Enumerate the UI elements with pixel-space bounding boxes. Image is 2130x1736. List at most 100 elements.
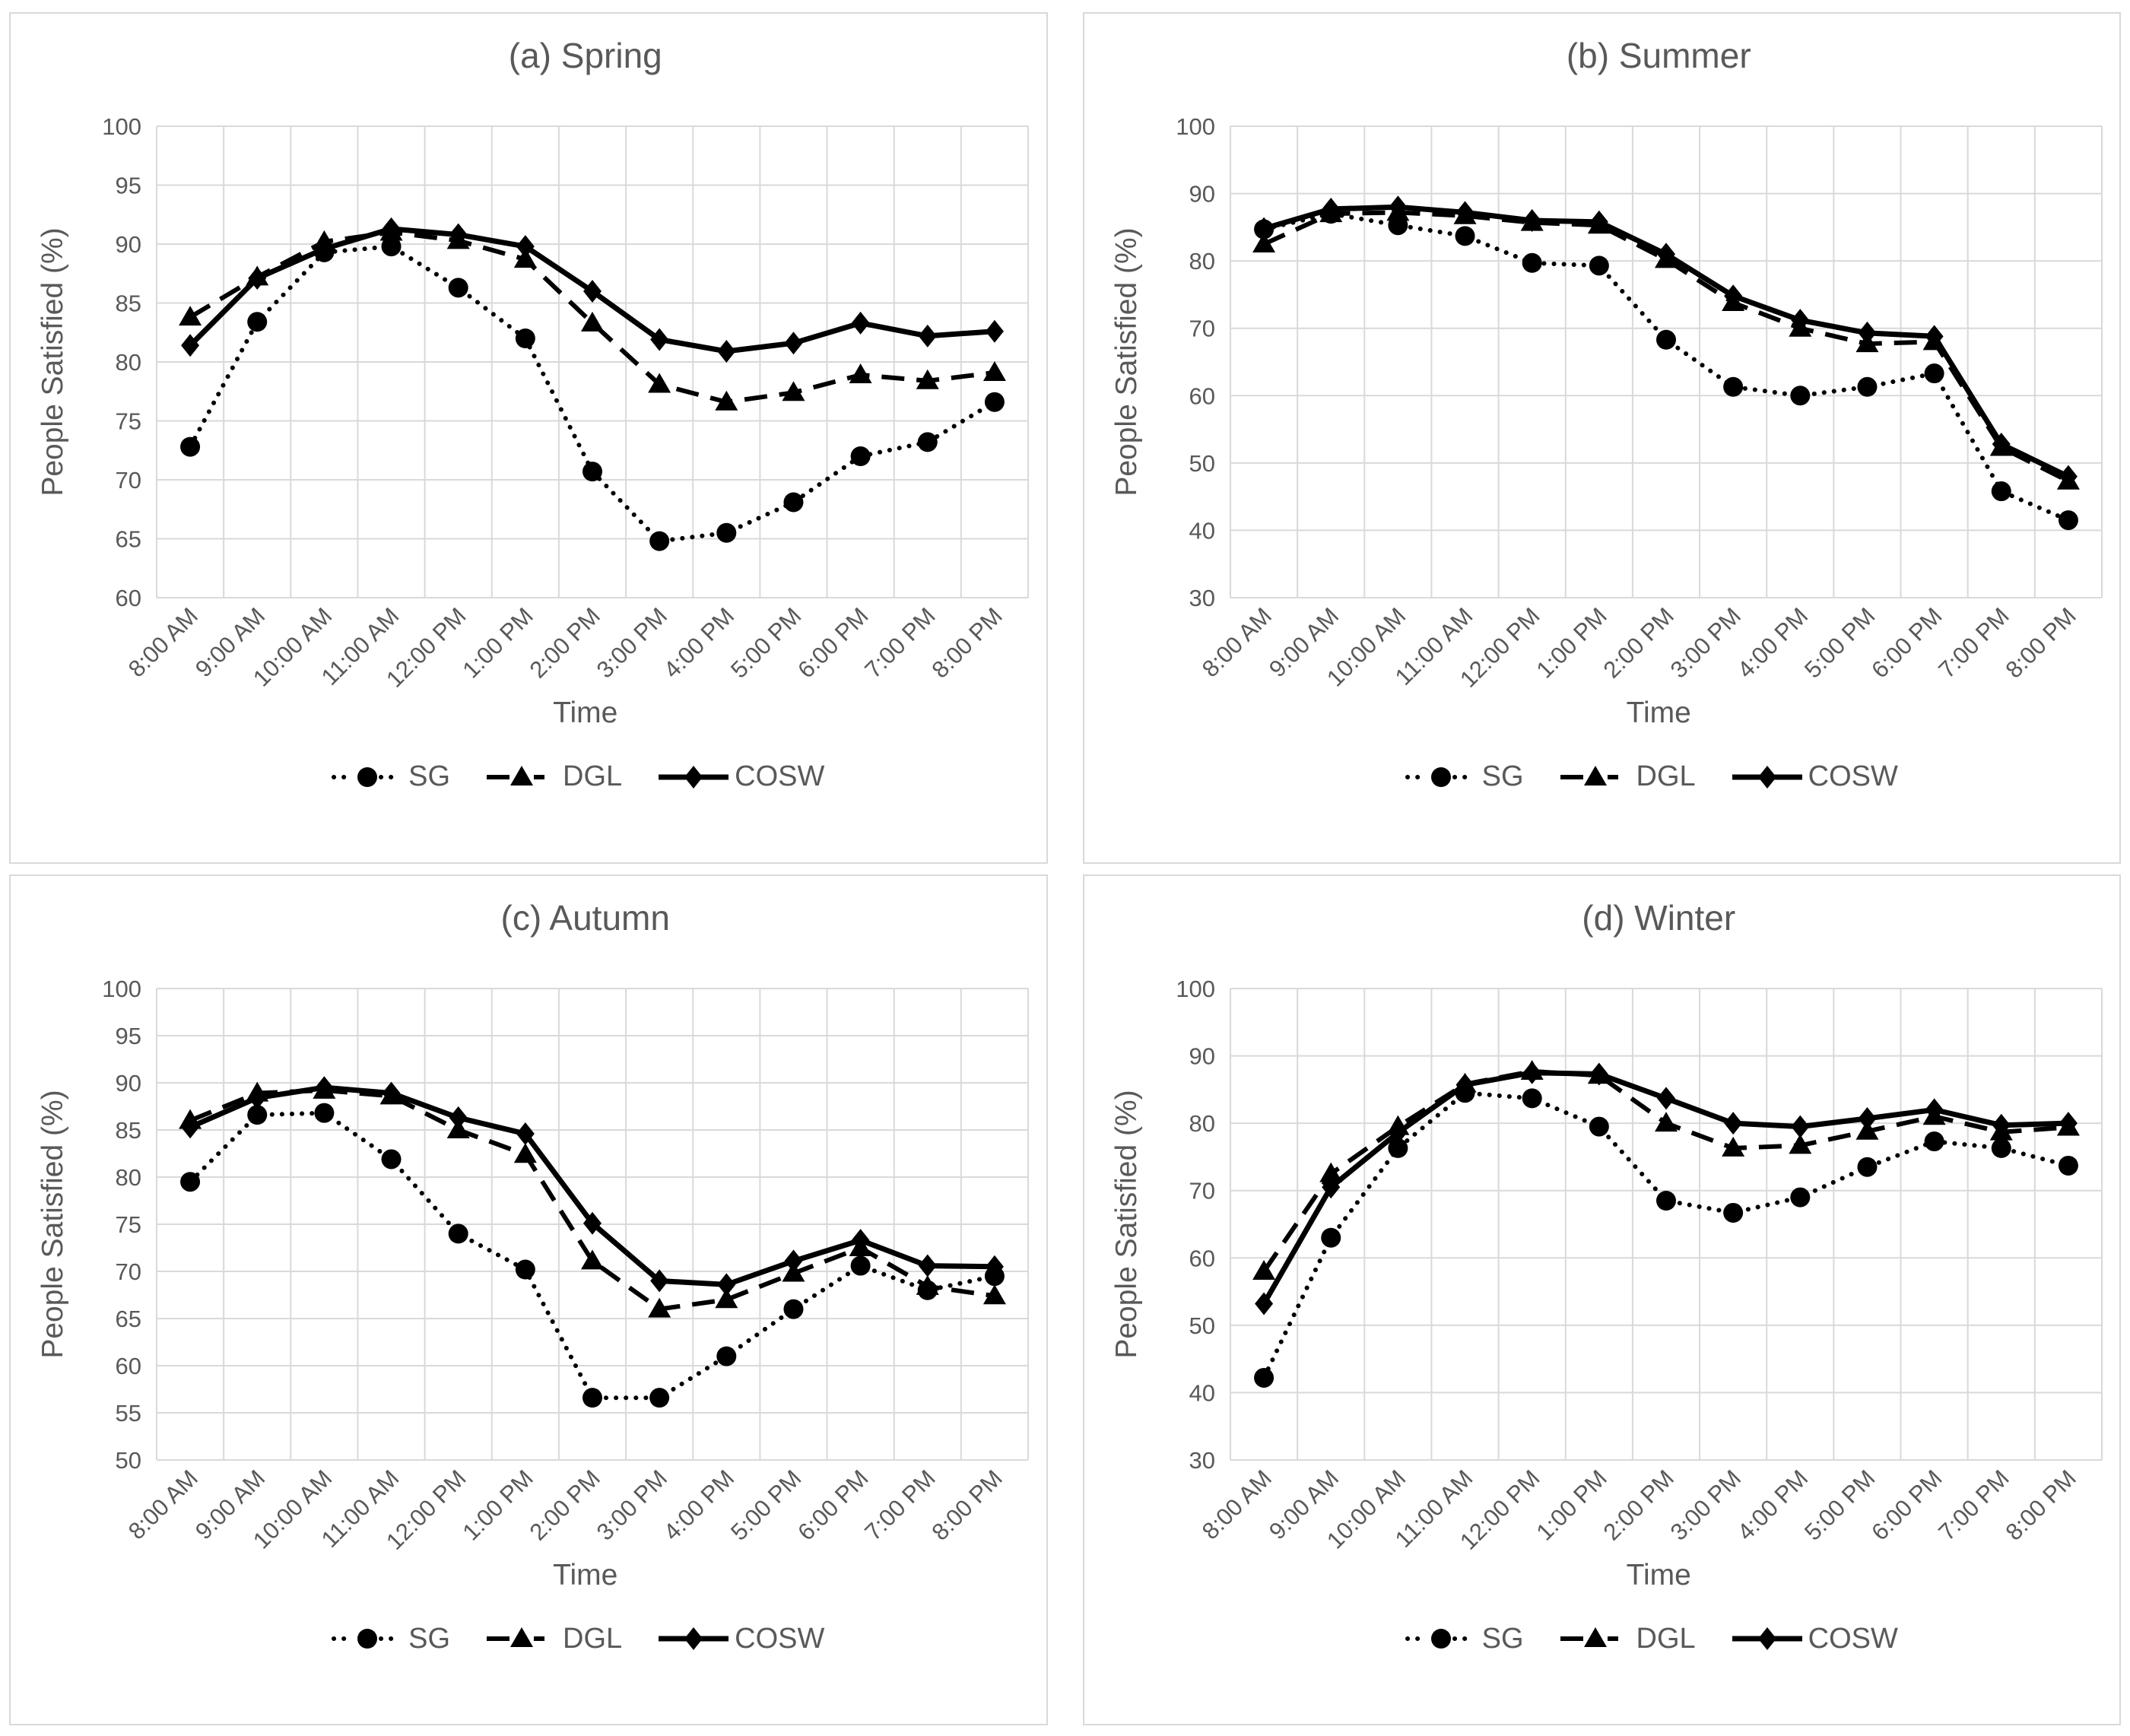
marker-diamond-COSW [1321,197,1340,221]
marker-diamond-COSW [1254,217,1273,240]
y-tick-label: 65 [116,1306,141,1332]
legend-sample-SG [332,1629,404,1649]
legend-item-dgl: DGL [485,760,622,793]
legend-label: COSW [735,1622,825,1655]
marker-circle-SG [1589,255,1609,276]
legend-label: SG [408,1622,451,1655]
x-tick-label: 4:00 PM [1732,1465,1812,1545]
marker-circle-SG [1320,1227,1341,1248]
legend-sample-SG [332,766,404,787]
marker-diamond-COSW [248,266,267,290]
x-tick-label: 6:00 PM [1866,602,1947,683]
legend-marker-circle [1430,766,1451,787]
marker-triangle-DGL [916,1274,939,1295]
marker-diamond-COSW [650,1268,669,1292]
marker-diamond-COSW [583,1211,602,1235]
y-tick-label: 65 [116,526,141,553]
marker-circle-SG [1924,1131,1944,1151]
gridlines [1229,987,2103,1461]
marker-triangle-DGL [782,381,805,401]
marker-circle-SG [649,1387,670,1408]
legend-item-sg: SG [1405,760,1524,793]
marker-circle-SG [515,328,535,348]
x-tick-label: 2:00 PM [1598,1465,1678,1545]
y-tick-label: 80 [116,349,141,376]
x-tick-label: 1:00 PM [457,1465,538,1545]
marker-circle-SG [1522,1087,1542,1108]
series-COSW [1254,1061,2078,1315]
legend-marker-triangle [510,765,534,785]
marker-diamond-COSW [181,334,200,357]
legend-marker-diamond [684,765,703,789]
y-tick-label: 100 [1176,113,1215,140]
marker-circle-SG [1655,329,1676,350]
x-axis-title: Time [553,1558,618,1592]
y-tick-label: 90 [1189,1043,1214,1069]
marker-diamond-COSW [583,280,602,303]
legend-item-sg: SG [331,1623,450,1655]
x-tick-label: 8:00 AM [1196,602,1276,682]
legend-item-dgl: DGL [485,1623,622,1655]
marker-triangle-DGL [513,248,537,268]
y-tick-label: 60 [116,585,141,611]
x-tick-label: 5:00 PM [1799,602,1880,683]
gridlines [156,125,1029,598]
marker-circle-SG [649,531,670,551]
y-tick-label: 70 [1189,1177,1214,1204]
marker-diamond-COSW [1388,195,1407,219]
legend-marker-circle [357,766,378,787]
y-tick-label: 60 [1189,382,1214,409]
y-tick-label: 50 [1189,450,1214,477]
marker-diamond-COSW [784,332,803,355]
marker-diamond-COSW [382,217,401,240]
y-tick-label: 100 [1176,976,1215,1002]
x-tick-label: 3:00 PM [1665,602,1745,683]
marker-circle-SG [1789,386,1810,406]
marker-diamond-COSW [918,1254,937,1277]
panel-winter: (d) Winter People Satisfied (%) 100 90 80 7… [1082,874,2121,1725]
legend-label: DGL [563,760,623,792]
marker-diamond-COSW [449,223,468,246]
cosw-solid-diamond-icon [659,1627,729,1650]
marker-diamond-COSW [2059,1111,2078,1135]
y-tick-label: 75 [116,408,141,435]
legend-marker-circle [357,1629,378,1649]
dgl-dashed-triangle-icon [487,1627,545,1647]
x-tick-label: 2:00 PM [525,602,605,683]
marker-circle-SG [180,436,201,457]
marker-diamond-COSW [1925,325,1944,348]
x-tick-label: 6:00 PM [792,602,873,683]
marker-circle-SG [582,462,602,482]
legend: SG DGL COSW [1084,1623,2120,1655]
x-tick-label: 7:00 PM [1933,1465,2014,1545]
marker-circle-SG [180,1171,201,1192]
legend-item-dgl: DGL [1559,1623,1696,1655]
marker-triangle-DGL [1721,1136,1744,1157]
marker-circle-SG [247,1104,268,1125]
legend-label: DGL [1636,760,1696,792]
y-tick-label: 90 [1189,181,1214,208]
marker-diamond-COSW [1455,201,1474,224]
marker-circle-SG [2058,1155,2078,1176]
panel-summer: (b) Summer People Satisfied (%) 100 90 80 7… [1082,12,2121,864]
marker-circle-SG [1924,363,1944,384]
marker-circle-SG [381,1148,402,1169]
y-tick-label: 85 [116,1117,141,1144]
marker-triangle-DGL [715,390,738,411]
marker-diamond-COSW [985,319,1004,343]
marker-circle-SG [716,1346,737,1366]
legend-label: SG [1481,1622,1524,1655]
y-tick-label: 100 [102,113,141,140]
cosw-solid-diamond-icon [659,765,729,789]
marker-circle-SG [1789,1187,1810,1208]
marker-circle-SG [850,1255,871,1276]
series-line-DGL [189,1087,995,1312]
x-tick-label: 5:00 PM [1799,1465,1880,1545]
marker-diamond-COSW [784,1249,803,1272]
y-tick-label: 60 [116,1353,141,1379]
plot-area-autumn: 100 95 90 85 80 75 70 65 60 55 508:00 AM9:00 AM10:… [102,976,1029,1555]
